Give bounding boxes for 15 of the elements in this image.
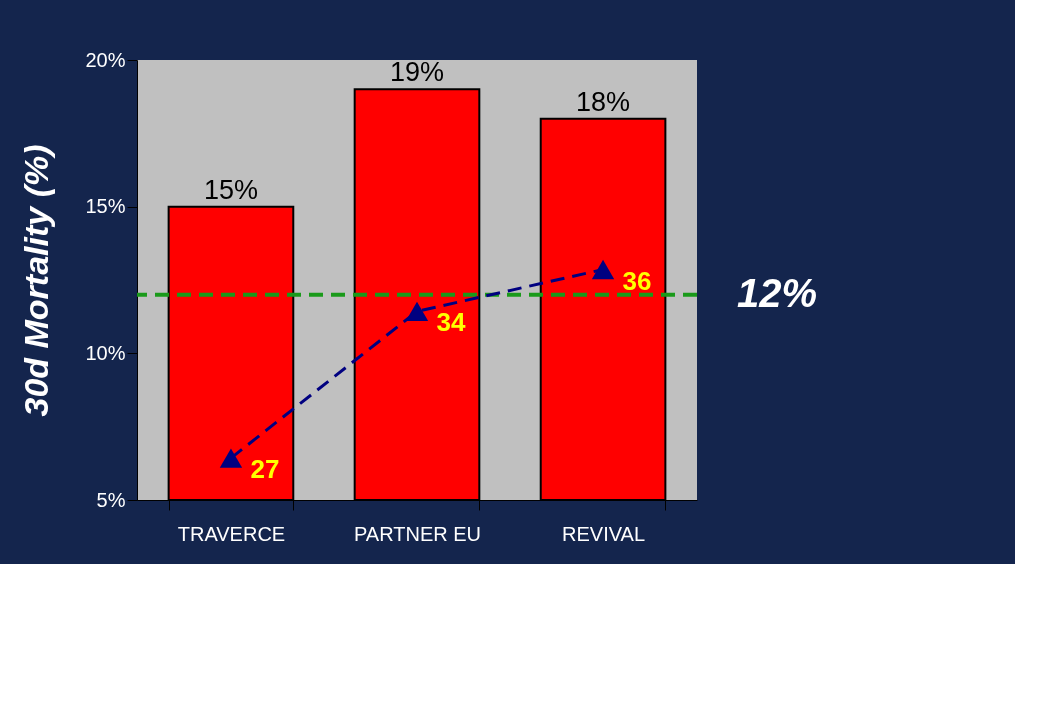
- y-tick-label: 5%: [96, 488, 126, 511]
- data-label: 36: [622, 265, 652, 296]
- y-tick-label: 20%: [85, 48, 126, 71]
- data-label: 19%: [389, 57, 445, 88]
- y-axis-title: 30d Mortality (%): [17, 144, 56, 417]
- data-label: 18%: [576, 86, 631, 117]
- data-label: 27: [250, 454, 280, 485]
- y-tick-label: 15%: [85, 195, 126, 218]
- data-label: 15%: [203, 174, 258, 205]
- x-tick-label: REVIVAL: [562, 522, 646, 545]
- y-tick-label: 10%: [85, 341, 126, 364]
- data-label: 34: [436, 307, 466, 338]
- ref-line-label: 12%: [736, 270, 818, 315]
- x-tick-label: PARTNER EU: [353, 522, 482, 545]
- x-tick-label: TRAVERCE: [177, 522, 286, 545]
